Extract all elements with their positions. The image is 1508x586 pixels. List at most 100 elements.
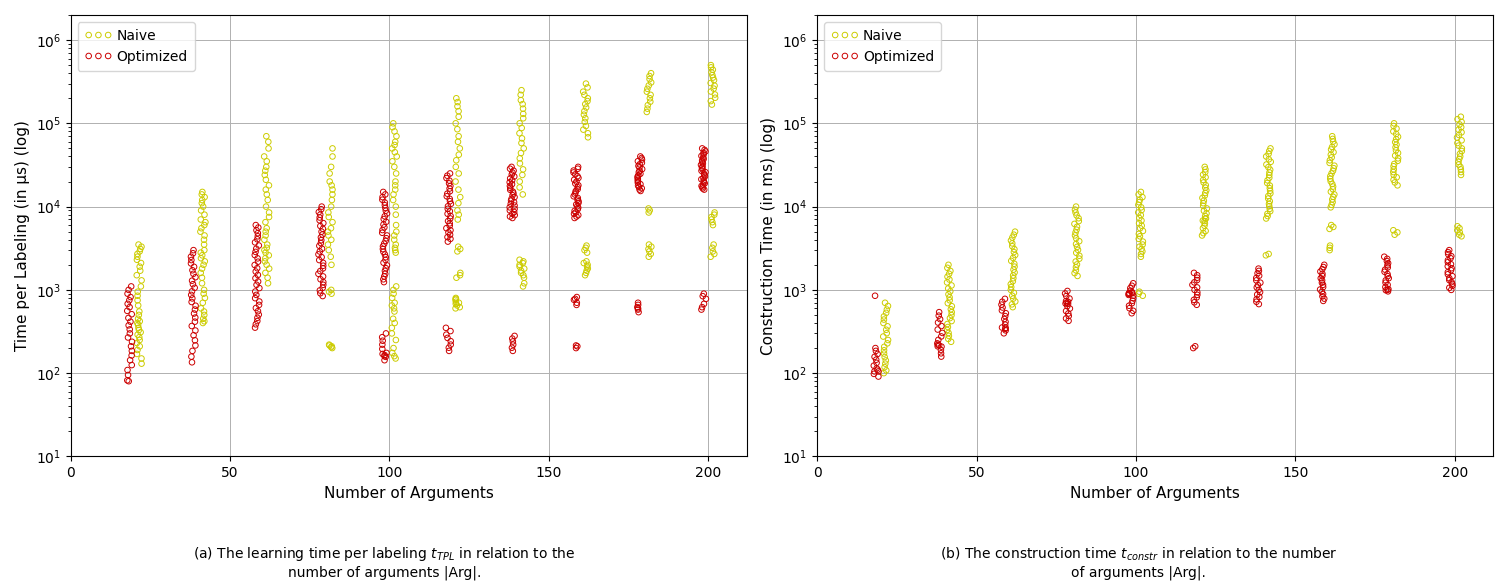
Point: [638, 97, 662, 107]
Point: [1440, 264, 1464, 273]
Point: [1129, 203, 1154, 212]
Point: [383, 318, 407, 328]
Point: [1258, 173, 1282, 182]
Point: [118, 295, 142, 305]
Point: [511, 109, 535, 118]
Point: [246, 316, 270, 326]
Point: [1383, 151, 1407, 160]
Point: [564, 300, 588, 309]
Point: [369, 228, 394, 237]
Point: [446, 107, 470, 116]
Point: [1185, 273, 1209, 282]
Point: [125, 338, 149, 347]
Point: [1120, 291, 1145, 301]
Point: [564, 177, 588, 186]
Point: [247, 284, 271, 293]
Point: [501, 168, 525, 178]
Point: [575, 262, 599, 271]
Point: [192, 220, 216, 230]
Point: [116, 365, 140, 374]
Point: [501, 176, 525, 185]
Point: [1377, 274, 1401, 283]
Point: [1117, 289, 1142, 299]
Point: [320, 342, 344, 351]
Point: [437, 186, 461, 196]
Point: [692, 299, 716, 308]
Point: [255, 240, 279, 249]
Point: [566, 210, 590, 220]
Point: [119, 282, 143, 291]
Point: [575, 103, 599, 112]
Point: [936, 298, 961, 308]
Point: [1310, 282, 1335, 292]
Point: [1436, 268, 1460, 277]
Point: [1258, 189, 1282, 198]
Point: [244, 244, 268, 253]
Point: [566, 202, 590, 211]
Point: [380, 348, 404, 357]
Point: [181, 280, 205, 289]
Point: [636, 101, 661, 110]
Point: [873, 359, 897, 369]
Point: [1449, 171, 1473, 180]
Point: [434, 330, 458, 339]
Point: [502, 172, 526, 181]
Point: [939, 302, 964, 311]
Point: [308, 255, 332, 265]
Point: [436, 333, 460, 343]
Point: [125, 252, 149, 261]
Point: [247, 297, 271, 306]
Point: [501, 209, 525, 219]
Point: [445, 206, 469, 215]
Point: [1323, 161, 1347, 171]
Point: [436, 202, 460, 211]
Point: [439, 226, 463, 235]
Point: [691, 144, 715, 153]
Point: [1436, 270, 1460, 279]
Point: [243, 274, 267, 283]
Point: [498, 212, 522, 221]
Point: [311, 277, 335, 287]
Point: [875, 366, 899, 375]
Point: [1310, 292, 1335, 301]
Point: [1449, 112, 1473, 121]
Point: [128, 335, 152, 345]
Text: (a) The learning time per labeling $t_{TPL}$ in relation to the
number of argume: (a) The learning time per labeling $t_{T…: [193, 546, 576, 580]
Point: [179, 255, 204, 265]
Point: [311, 291, 335, 301]
Point: [1068, 254, 1092, 263]
Point: [193, 257, 217, 266]
Point: [567, 173, 591, 183]
Point: [561, 192, 585, 201]
Point: [1310, 275, 1335, 285]
Point: [1374, 275, 1398, 285]
Point: [626, 171, 650, 180]
Point: [698, 87, 722, 96]
Point: [567, 180, 591, 190]
Point: [256, 180, 280, 190]
Point: [179, 290, 204, 299]
Point: [1258, 202, 1282, 211]
Point: [508, 90, 532, 100]
Point: [436, 204, 460, 213]
Point: [256, 251, 280, 260]
Point: [1120, 296, 1145, 305]
Point: [510, 134, 534, 143]
Point: [576, 260, 600, 270]
Point: [130, 275, 154, 285]
Point: [448, 192, 472, 202]
Point: [116, 377, 140, 386]
Point: [1307, 285, 1332, 294]
Point: [1318, 203, 1342, 212]
Point: [1449, 144, 1473, 153]
Point: [636, 81, 661, 90]
Point: [626, 178, 650, 188]
Point: [872, 369, 896, 378]
Point: [116, 299, 140, 308]
Point: [700, 212, 724, 222]
Point: [247, 300, 271, 309]
Point: [1193, 162, 1217, 172]
Point: [499, 162, 523, 172]
Point: [128, 262, 152, 271]
Point: [119, 346, 143, 356]
